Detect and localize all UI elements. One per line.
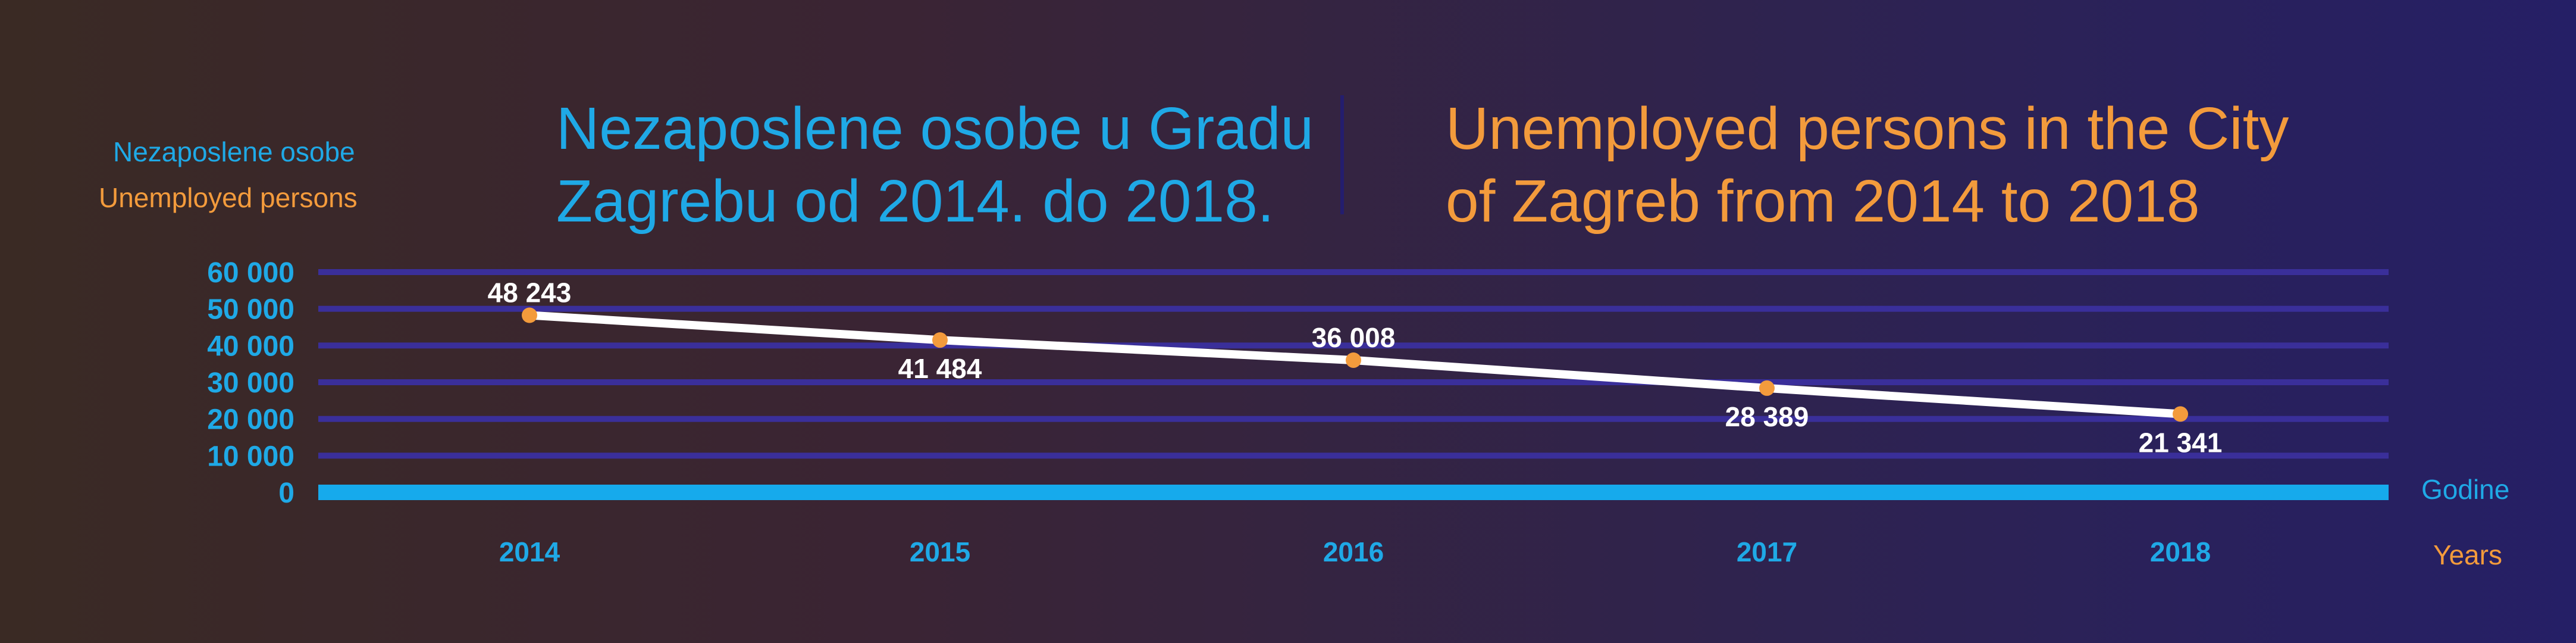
y-tick-label-0: 0: [278, 477, 294, 509]
y-tick-label-20000: 20 000: [207, 404, 294, 436]
chart-title-croatian: Nezaposlene osobe u Gradu Zagrebu od 201…: [556, 92, 1318, 238]
gridline-40000: [318, 342, 2389, 349]
x-tick-label-2015: 2015: [910, 536, 970, 567]
data-label-2017: 28 389: [1725, 401, 1809, 432]
data-point-2018: [2173, 406, 2188, 422]
y-tick-label-50000: 50 000: [207, 294, 294, 326]
y-tick-label-30000: 30 000: [207, 367, 294, 399]
title-english-line-1: Unemployed persons in the City: [1446, 95, 2289, 162]
x-axis-baseline: [318, 485, 2389, 500]
x-tick-label-2014: 2014: [499, 536, 560, 567]
x-tick-label-2016: 2016: [1323, 536, 1384, 567]
data-label-2015: 41 484: [898, 353, 982, 384]
gridline-10000: [318, 452, 2389, 459]
y-axis-title-croatian: Nezaposlene osobe: [113, 136, 355, 167]
x-tick-label-2017: 2017: [1737, 536, 1797, 567]
y-tick-label-60000: 60 000: [207, 257, 294, 289]
gridline-20000: [318, 416, 2389, 422]
data-point-2014: [522, 307, 537, 323]
x-tick-label-2018: 2018: [2150, 536, 2211, 567]
gridline-50000: [318, 305, 2389, 312]
data-label-2014: 48 243: [488, 277, 572, 308]
title-croatian-line-2: Zagrebu od 2014. do 2018.: [556, 168, 1274, 235]
x-axis-title-english: Years: [2433, 539, 2502, 570]
title-english-line-2: of Zagreb from 2014 to 2018: [1446, 168, 2200, 235]
data-point-2016: [1346, 352, 1361, 368]
data-point-2017: [1759, 380, 1775, 396]
gridline-60000: [318, 269, 2389, 275]
data-label-2016: 36 008: [1312, 322, 1396, 353]
y-tick-label-10000: 10 000: [207, 441, 294, 472]
title-croatian-line-1: Nezaposlene osobe u Gradu: [556, 95, 1314, 162]
chart-title-english: Unemployed persons in the City of Zagreb…: [1446, 92, 2308, 238]
data-label-2018: 21 341: [2139, 427, 2223, 458]
x-axis-title-croatian: Godine: [2421, 474, 2510, 505]
title-divider: [1340, 95, 1344, 214]
y-axis-title-english: Unemployed persons: [99, 182, 358, 213]
gridline-30000: [318, 379, 2389, 385]
data-point-2015: [932, 332, 948, 348]
y-tick-label-40000: 40 000: [207, 330, 294, 362]
